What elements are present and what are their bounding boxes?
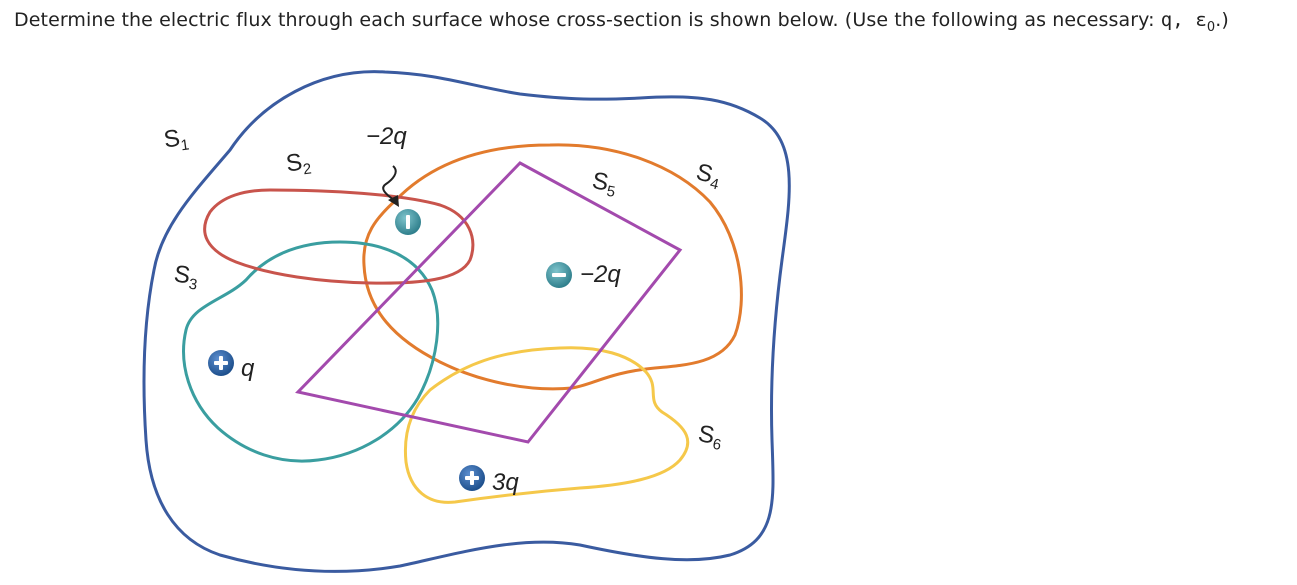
question-subscript: 0 (1206, 19, 1216, 35)
question-variables: q, ε (1160, 9, 1207, 31)
charge-label-minus-2q-inner: −2q (580, 261, 621, 288)
surface-label-s2: S2 (284, 147, 312, 180)
charge-negative-2q-boundary (395, 209, 421, 235)
charge-label-3q: 3q (492, 469, 519, 496)
question-prompt: Determine the electric flux through each… (14, 9, 1161, 31)
charge-pointer-arrow (382, 165, 397, 201)
charge-positive-3q (459, 465, 485, 491)
question-end: .) (1215, 9, 1229, 31)
surface-label-s1: S1 (162, 123, 190, 156)
surface-s1-outline (142, 70, 791, 573)
charge-label-q: q (241, 355, 255, 382)
question-text: Determine the electric flux through each… (14, 9, 1229, 35)
charge-label-minus-2q-top: −2q (366, 123, 407, 150)
surface-s4-outline (362, 143, 743, 391)
surface-s2-outline (203, 188, 475, 285)
charge-negative-2q-inner (546, 262, 572, 288)
surface-s6-outline (403, 346, 690, 504)
surface-label-s5: S5 (590, 167, 619, 201)
surface-s3-outline (182, 240, 440, 463)
surface-label-s4: S4 (693, 159, 724, 194)
surface-s5-outline (295, 161, 683, 444)
charge-positive-q (208, 350, 234, 376)
surface-label-s6: S6 (696, 420, 725, 454)
surface-label-s3: S3 (172, 260, 200, 293)
charge-pointer-arrowhead (388, 195, 399, 207)
